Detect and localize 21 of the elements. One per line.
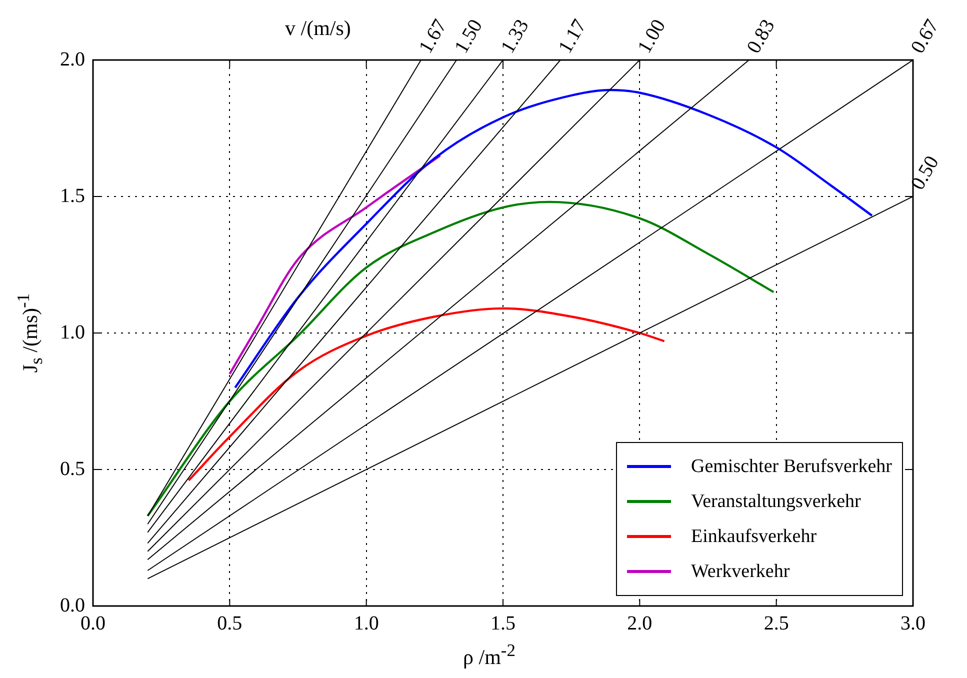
y-tick-label: 1.5 <box>60 184 85 207</box>
annotation: 1.00 <box>633 16 670 58</box>
x-tick-label: 1.5 <box>490 612 516 634</box>
text: v /(m/s) <box>285 16 351 41</box>
legend-label: Gemischter Berufsverkehr <box>691 456 892 478</box>
x-tick-label: 2.0 <box>627 612 652 634</box>
annotation: 0.83 <box>742 16 780 58</box>
annotation: 1.33 <box>496 16 534 58</box>
x-tick-label: 3.0 <box>900 612 926 634</box>
annotation: 1.50 <box>450 16 487 58</box>
x-axis-title: ρ /m$^{-2}$ <box>463 640 516 670</box>
x-tick-label: 2.5 <box>764 612 789 634</box>
annotation: 0.50 <box>906 152 944 194</box>
x-tick-label: 0.5 <box>217 612 242 634</box>
y-tick-label: 0.5 <box>60 458 85 480</box>
y-tick-label: 2.0 <box>60 48 85 70</box>
legend-label: Einkaufsverkehr <box>691 526 817 548</box>
legend-label: Werkverkehr <box>691 560 790 582</box>
y-tick-label: 1.0 <box>60 321 85 344</box>
legend-label: Veranstaltungsverkehr <box>691 490 861 512</box>
x-tick-label: 1.0 <box>354 612 379 634</box>
